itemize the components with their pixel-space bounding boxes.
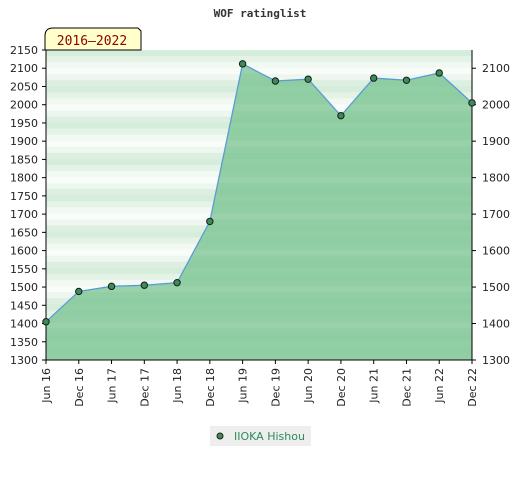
y-tick-label-left: 1300	[10, 354, 38, 367]
area-stripe	[46, 104, 472, 111]
x-tick-label: Jun 18	[171, 368, 184, 404]
y-tick-label-left: 2100	[10, 62, 38, 75]
area-stripe	[46, 158, 472, 165]
x-tick-label: Dec 16	[73, 368, 86, 407]
area-stripe	[46, 285, 472, 292]
data-point	[173, 278, 181, 287]
legend-box	[210, 426, 311, 446]
area-stripe	[46, 86, 472, 93]
y-tick-label-left: 1900	[10, 135, 38, 148]
y-tick-label-left: 1800	[10, 172, 38, 185]
y-tick-label-right: 1700	[482, 208, 510, 221]
background-band	[46, 56, 472, 63]
legend-marker	[216, 432, 224, 440]
y-tick-label-right: 1800	[482, 172, 510, 185]
area-stripe	[46, 267, 472, 274]
y-tick-label-left: 1550	[10, 263, 38, 276]
y-tick-label-right: 2000	[482, 99, 510, 112]
y-tick-label-right: 2100	[482, 62, 510, 75]
period-badge: 2016–2022	[44, 27, 142, 51]
y-tick-label-left: 1350	[10, 336, 38, 349]
x-tick-label: Jun 17	[106, 368, 119, 404]
area-stripe	[46, 231, 472, 238]
legend-label: IIOKA Hishou	[234, 430, 305, 443]
x-tick-label: Jun 20	[302, 368, 315, 404]
y-tick-label-left: 1700	[10, 208, 38, 221]
area-stripe	[46, 177, 472, 184]
legend: IIOKA Hishou	[210, 426, 311, 446]
y-tick-label-left: 1850	[10, 153, 38, 166]
y-tick-label-left: 1600	[10, 245, 38, 258]
x-tick-label: Jun 19	[237, 368, 250, 404]
area-stripe	[46, 322, 472, 329]
series-area	[46, 63, 472, 360]
y-tick-label-right: 1500	[482, 281, 510, 294]
area-stripe	[46, 304, 472, 311]
x-tick-label: Dec 20	[335, 368, 348, 407]
data-point	[140, 281, 149, 289]
data-point	[271, 77, 280, 85]
area-stripe	[46, 195, 472, 202]
area-stripe	[46, 340, 472, 347]
y-tick-label-left: 1450	[10, 299, 38, 312]
area-stripe	[46, 140, 472, 147]
data-point	[369, 74, 378, 82]
y-tick-label-left: 2000	[10, 99, 38, 112]
x-tick-label: Dec 19	[269, 368, 282, 407]
y-tick-label-left: 2050	[10, 80, 38, 93]
data-point	[107, 282, 116, 291]
x-tick-label: Jun 21	[368, 368, 381, 404]
data-point	[304, 75, 312, 83]
background-band	[46, 62, 472, 69]
area-stripe	[46, 249, 472, 256]
y-tick-label-left: 1400	[10, 318, 38, 331]
x-tick-label: Jun 16	[40, 368, 53, 404]
y-tick-label-right: 1300	[482, 354, 510, 367]
data-point	[402, 76, 411, 84]
y-tick-label-left: 1750	[10, 190, 38, 203]
x-tick-label: Dec 22	[466, 368, 479, 407]
data-point	[42, 318, 50, 326]
area-stripe	[46, 50, 472, 57]
y-tick-label-right: 1900	[482, 135, 510, 148]
period-label: 2016–2022	[57, 34, 127, 49]
series-line	[45, 62, 473, 323]
area-stripe	[46, 68, 472, 75]
background-band	[46, 68, 472, 75]
data-point	[206, 217, 214, 226]
x-tick-label: Jun 22	[433, 368, 446, 404]
y-tick-label-left: 1950	[10, 117, 38, 130]
x-tick-label: Dec 21	[400, 368, 413, 407]
area-stripe	[46, 358, 472, 365]
y-tick-label-left: 1500	[10, 281, 38, 294]
data-point	[238, 60, 247, 68]
x-tick-label: Dec 17	[138, 368, 151, 407]
data-point	[337, 111, 345, 120]
y-tick-label-left: 1650	[10, 226, 38, 239]
area-stripe	[46, 122, 472, 129]
area-stripe	[46, 213, 472, 220]
data-point	[75, 287, 83, 296]
y-tick-label-right: 1400	[482, 318, 510, 331]
x-tick-label: Dec 18	[204, 368, 217, 407]
data-point	[468, 99, 476, 107]
data-point	[435, 69, 443, 77]
y-tick-label-right: 1600	[482, 245, 510, 258]
chart-title: WOF ratinglist	[214, 7, 307, 20]
y-tick-label-left: 2150	[10, 44, 38, 57]
background-band	[46, 50, 472, 57]
